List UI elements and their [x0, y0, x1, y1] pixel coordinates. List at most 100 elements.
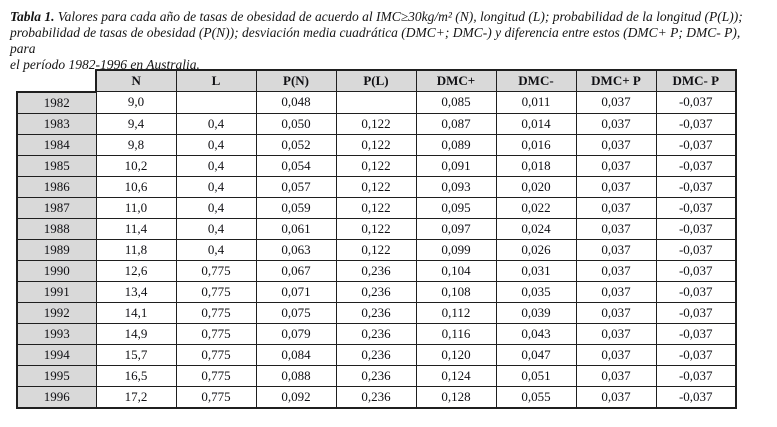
data-cell: 0,037: [575, 175, 657, 198]
data-cell: 14,1: [95, 301, 177, 324]
year-cell: 1994: [16, 343, 97, 366]
year-cell: 1984: [16, 133, 97, 156]
column-header: DMC+: [415, 69, 497, 92]
data-cell: 0,108: [415, 280, 497, 303]
data-cell: 0,071: [255, 280, 337, 303]
data-cell: -0,037: [655, 112, 737, 135]
data-cell: 0,4: [175, 133, 257, 156]
data-cell: 0,095: [415, 196, 497, 219]
data-cell: 0,4: [175, 112, 257, 135]
data-cell: 0,775: [175, 259, 257, 282]
data-cell: 0,079: [255, 322, 337, 345]
data-cell: 0,054: [255, 154, 337, 177]
data-cell: 0,037: [575, 238, 657, 261]
column-header: P(L): [335, 69, 417, 92]
data-cell: 0,4: [175, 196, 257, 219]
table-row: 1983 9,4 0,4 0,050 0,122 0,087 0,014 0,037 -0,03…: [16, 112, 737, 135]
caption-label: Tabla 1.: [10, 9, 55, 24]
year-cell: 1991: [16, 280, 97, 303]
data-cell: 0,037: [575, 91, 657, 114]
data-cell: 13,4: [95, 280, 177, 303]
data-cell: 0,011: [495, 91, 577, 114]
data-cell: 0,037: [575, 301, 657, 324]
table-row: 1996 17,2 0,775 0,092 0,236 0,128 0,055 0,037 -0…: [16, 385, 737, 409]
data-cell: 0,087: [415, 112, 497, 135]
table-row: 1984 9,8 0,4 0,052 0,122 0,089 0,016 0,037 -0,03…: [16, 133, 737, 156]
data-cell: 0,057: [255, 175, 337, 198]
data-cell: 0,122: [335, 154, 417, 177]
data-cell: 0,037: [575, 196, 657, 219]
data-cell: 0,037: [575, 364, 657, 387]
data-cell: -0,037: [655, 301, 737, 324]
header-row: N L P(N) P(L) DMC+ DMC- DMC+ P DMC- P: [17, 69, 737, 92]
data-cell: 0,035: [495, 280, 577, 303]
data-cell: -0,037: [655, 175, 737, 198]
data-cell: 0,097: [415, 217, 497, 240]
data-cell: 0,093: [415, 175, 497, 198]
table-row: 1993 14,9 0,775 0,079 0,236 0,116 0,043 0,037 -0…: [16, 322, 737, 345]
data-cell: 0,236: [335, 343, 417, 366]
year-cell: 1988: [16, 217, 97, 240]
table-row: 1995 16,5 0,775 0,088 0,236 0,124 0,051 0,037 -0…: [16, 364, 737, 387]
data-cell: 0,024: [495, 217, 577, 240]
data-cell: 0,016: [495, 133, 577, 156]
corner-cell: [17, 70, 96, 92]
caption-line-1: Tabla 1. Valores para cada año de tasas …: [10, 9, 768, 25]
data-cell: 0,022: [495, 196, 577, 219]
table-row: 1988 11,4 0,4 0,061 0,122 0,097 0,024 0,037 -0,0…: [16, 217, 737, 240]
data-cell: 0,120: [415, 343, 497, 366]
year-cell: 1982: [16, 90, 97, 114]
data-cell: 11,8: [95, 238, 177, 261]
year-cell: 1995: [16, 364, 97, 387]
data-cell: 0,047: [495, 343, 577, 366]
data-cell: 0,061: [255, 217, 337, 240]
year-cell: 1987: [16, 196, 97, 219]
table-caption: Tabla 1. Valores para cada año de tasas …: [10, 9, 768, 73]
column-header: DMC-: [495, 69, 577, 92]
data-cell: 0,775: [175, 385, 257, 409]
data-cell: -0,037: [655, 364, 737, 387]
data-cell: 0,128: [415, 385, 497, 409]
year-cell: 1983: [16, 112, 97, 135]
data-cell: 0,014: [495, 112, 577, 135]
table-row: 1989 11,8 0,4 0,063 0,122 0,099 0,026 0,037 -0,0…: [16, 238, 737, 261]
table-head: N L P(N) P(L) DMC+ DMC- DMC+ P DMC- P: [17, 69, 737, 92]
data-cell: 0,084: [255, 343, 337, 366]
data-cell: 0,055: [495, 385, 577, 409]
data-table: N L P(N) P(L) DMC+ DMC- DMC+ P DMC- P 1982 9,0 0,…: [16, 69, 737, 409]
data-cell: 0,236: [335, 364, 417, 387]
data-cell: 0,122: [335, 196, 417, 219]
data-cell: 0,067: [255, 259, 337, 282]
caption-line-3: el período 1982-1996 en Australia.: [10, 57, 200, 72]
column-header: DMC+ P: [575, 69, 657, 92]
data-cell: 0,116: [415, 322, 497, 345]
data-cell: 0,775: [175, 280, 257, 303]
table-container: N L P(N) P(L) DMC+ DMC- DMC+ P DMC- P 1982 9,0 0,…: [16, 69, 737, 409]
table-row: 1990 12,6 0,775 0,067 0,236 0,104 0,031 0,037 -0…: [16, 259, 737, 282]
data-cell: 17,2: [95, 385, 177, 409]
data-cell: [335, 91, 417, 114]
data-cell: 0,050: [255, 112, 337, 135]
caption-line-2: probabilidad de tasas de obesidad (P(N))…: [10, 25, 741, 56]
data-cell: 0,037: [575, 112, 657, 135]
data-cell: 9,8: [95, 133, 177, 156]
data-cell: 0,775: [175, 301, 257, 324]
data-cell: 0,026: [495, 238, 577, 261]
data-cell: 0,037: [575, 154, 657, 177]
data-cell: 0,122: [335, 133, 417, 156]
year-cell: 1992: [16, 301, 97, 324]
table-body: 1982 9,0 0,048 0,085 0,011 0,037 -0,037 1983 9,4…: [16, 90, 737, 409]
year-cell: 1993: [16, 322, 97, 345]
year-cell: 1985: [16, 154, 97, 177]
year-cell: 1986: [16, 175, 97, 198]
data-cell: 10,6: [95, 175, 177, 198]
data-cell: 0,063: [255, 238, 337, 261]
column-header: DMC- P: [655, 69, 737, 92]
data-cell: 0,122: [335, 217, 417, 240]
column-header: N: [95, 69, 177, 92]
data-cell: 0,122: [335, 238, 417, 261]
data-cell: 0,039: [495, 301, 577, 324]
data-cell: [175, 91, 257, 114]
data-cell: 0,4: [175, 217, 257, 240]
data-cell: 0,048: [255, 91, 337, 114]
